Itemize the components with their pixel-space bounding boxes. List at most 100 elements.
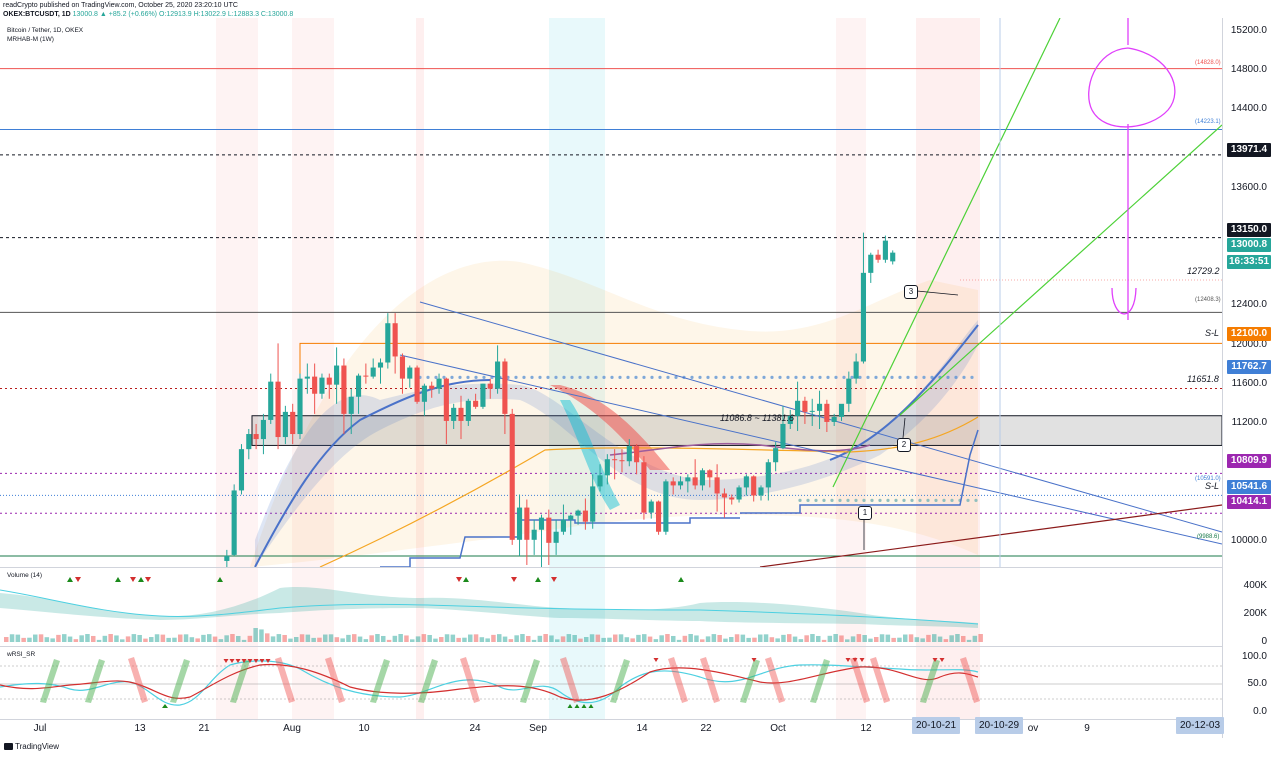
volume-bar — [120, 639, 125, 642]
callout-pointer — [916, 290, 959, 296]
volume-bar — [468, 634, 473, 642]
volume-bar — [932, 634, 937, 642]
dot-level — [714, 375, 718, 379]
rsi-sell-marker — [852, 658, 858, 662]
volume-bar — [357, 636, 363, 642]
volume-bar — [172, 637, 177, 642]
candle-body — [370, 367, 376, 377]
indicator-legend[interactable]: MRHAB-M (1W) — [7, 36, 54, 43]
tradingview-logo[interactable]: TradingView — [4, 742, 59, 751]
candle-body — [480, 383, 486, 407]
highlight-band — [416, 568, 424, 646]
candle-body — [729, 497, 735, 500]
candle-body — [319, 377, 325, 394]
rsi-bull-wedge — [520, 659, 540, 703]
candle-body — [568, 515, 574, 520]
ribbon-cyan — [560, 400, 620, 510]
volume-bar — [682, 635, 688, 642]
rsi-bear-wedge — [560, 657, 580, 703]
volume-bar — [903, 634, 908, 642]
time-tick: 22 — [700, 723, 712, 734]
volume-bar — [166, 637, 171, 642]
rsi-sell-marker — [859, 658, 865, 662]
callout-3[interactable]: 3 — [904, 285, 918, 299]
level-label-10591: (10591.0) — [1195, 476, 1221, 482]
candle-body — [846, 378, 852, 404]
price-chart[interactable] — [0, 18, 1222, 567]
price-tag-last: 13000.8 — [1227, 238, 1271, 252]
volume-bar — [856, 634, 862, 642]
volume-bar — [450, 634, 456, 642]
candle-body — [487, 383, 493, 389]
price-tag-10541: 10541.6 — [1227, 480, 1271, 494]
sell-signal-icon — [511, 577, 517, 582]
volume-bar — [15, 634, 21, 642]
dot-level — [722, 375, 726, 379]
candle-body — [758, 487, 764, 496]
trendline-blue-1 — [419, 301, 1222, 533]
level-label-12729: 12729.2 — [1187, 266, 1220, 276]
volume-pane-label[interactable]: Volume (14) — [7, 572, 43, 579]
candle-body — [816, 403, 823, 411]
volume-bar — [247, 635, 253, 642]
volume-bar — [137, 634, 142, 642]
candle-body — [612, 459, 618, 461]
dot-level — [926, 498, 930, 502]
volume-bar — [636, 634, 641, 642]
volume-bar — [154, 634, 160, 642]
dot-level — [974, 498, 978, 502]
rsi-pane[interactable] — [0, 647, 1222, 719]
time-tag-current: 20-10-21 — [912, 717, 961, 734]
volume-bar — [647, 636, 653, 642]
volume-bar — [589, 634, 595, 642]
level-label-12408: (12408.3) — [1195, 297, 1221, 303]
rsi-bear-wedge — [668, 657, 688, 703]
rsi-bull-wedge — [230, 659, 250, 703]
candle-body — [736, 487, 742, 500]
volume-pane[interactable] — [0, 568, 1222, 646]
volume-bar — [305, 634, 311, 642]
ribbon-red — [550, 385, 670, 470]
volume-bar — [160, 634, 166, 642]
dot-level — [806, 498, 810, 502]
dot-level — [706, 375, 710, 379]
sell-signal-icon — [456, 577, 462, 582]
volume-bar — [224, 635, 229, 642]
rsi-sell-marker — [653, 658, 659, 662]
rsi-bull-wedge — [40, 659, 60, 703]
volume-bar — [33, 634, 38, 642]
dot-level — [834, 375, 838, 379]
buy-signal-icon — [115, 577, 121, 582]
callout-2[interactable]: 2 — [897, 438, 911, 452]
candle-body — [275, 381, 281, 438]
sell-signal-icon — [551, 577, 557, 582]
volume-bar — [816, 635, 821, 642]
dot-level — [858, 375, 862, 379]
buy-signal-icon — [535, 577, 541, 582]
dot-level — [786, 375, 790, 379]
volume-bar — [56, 634, 61, 642]
volume-bar — [584, 637, 589, 642]
rsi-bear-wedge — [960, 657, 980, 703]
dot-level — [546, 375, 550, 379]
dot-level — [890, 375, 894, 379]
price-tag-10809: 10809.9 — [1227, 454, 1271, 468]
rsi-line — [0, 663, 979, 701]
volume-bar — [386, 639, 392, 642]
candle-body — [853, 361, 859, 379]
callout-1[interactable]: 1 — [858, 506, 872, 520]
rsi-pane-label[interactable]: wRSI_SR — [7, 651, 36, 658]
rsi-bull-wedge — [418, 659, 438, 703]
volume-bar — [781, 634, 786, 642]
volume-bar — [44, 637, 50, 642]
sell-signal-icon — [75, 577, 81, 582]
candle-body — [231, 490, 237, 555]
candle-body — [429, 385, 435, 389]
rsi-bull-wedge — [610, 659, 630, 703]
rsi-sell-marker — [235, 659, 241, 663]
volume-bar — [885, 634, 891, 642]
dot-level — [642, 375, 646, 379]
volume-bar — [746, 637, 751, 642]
support-zone — [251, 415, 1222, 446]
rsi-sell-marker — [265, 659, 271, 663]
